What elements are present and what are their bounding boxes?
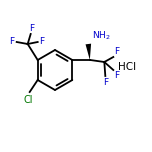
Polygon shape (86, 44, 91, 60)
Text: F: F (114, 71, 119, 80)
Text: F: F (39, 38, 44, 47)
Text: Cl: Cl (24, 95, 33, 105)
Text: F: F (29, 24, 34, 33)
Text: F: F (114, 47, 119, 56)
Text: NH$_2$: NH$_2$ (92, 29, 111, 42)
Text: F: F (10, 38, 15, 47)
Text: HCl: HCl (118, 62, 136, 72)
Text: F: F (103, 78, 108, 87)
